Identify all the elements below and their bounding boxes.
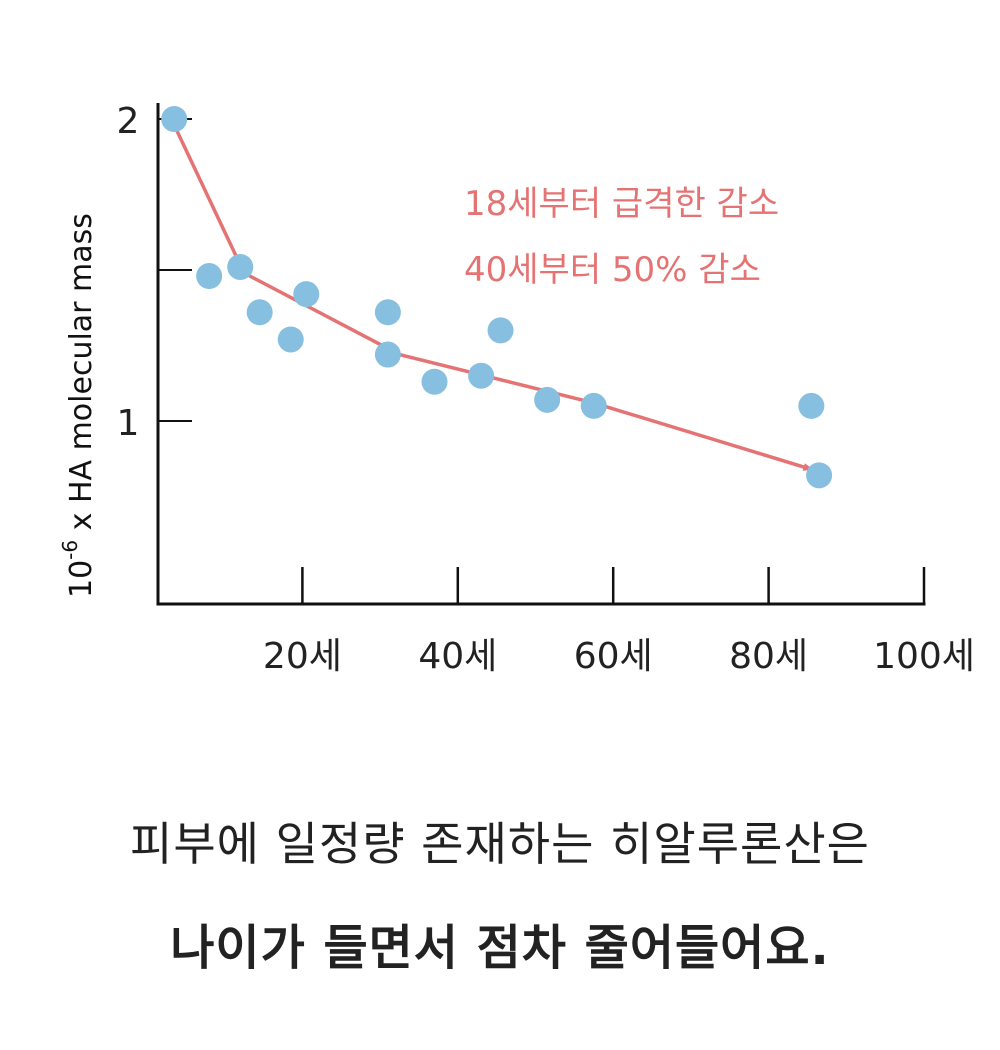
trend-line — [172, 124, 814, 471]
data-point — [468, 362, 495, 389]
chart: 20세 40세 60세 80세 100세 1 2 18세부터 급격한 감소 40세부터 50… — [58, 101, 975, 677]
data-point — [293, 281, 320, 308]
axes-layer — [156, 103, 926, 606]
y-tick-label: 1 — [117, 403, 140, 444]
data-point — [227, 253, 254, 280]
data-point — [806, 462, 833, 489]
y-axis-label: 10-6 x HA molecular mass — [58, 213, 99, 598]
x-tick-label: 20세 — [263, 636, 342, 677]
data-point — [487, 317, 514, 344]
caption-line-1: 피부에 일정량 존재하는 히알루론산은 — [130, 817, 870, 871]
y-axis-label-exponent: -6 — [58, 540, 82, 560]
labels-layer: 20세 40세 60세 80세 100세 1 2 — [117, 101, 975, 677]
data-point — [161, 106, 188, 132]
x-tick-label: 40세 — [418, 636, 497, 677]
data-point — [580, 392, 607, 419]
data-point — [534, 386, 561, 413]
data-point — [374, 341, 401, 368]
annotation-half-decline: 40세부터 50% 감소 — [464, 250, 761, 290]
data-point — [196, 263, 223, 290]
data-point — [798, 392, 825, 419]
x-tick-label: 60세 — [574, 636, 653, 677]
data-point — [246, 299, 273, 326]
points-layer — [161, 106, 833, 489]
data-point — [277, 326, 304, 353]
trend-layer — [169, 120, 814, 471]
annotation-rapid-decline: 18세부터 급격한 감소 — [464, 184, 779, 224]
x-tick-label: 80세 — [729, 636, 808, 677]
data-point — [421, 368, 448, 395]
x-tick-label: 100세 — [873, 636, 975, 677]
y-axis-label-base: 10 — [64, 560, 99, 598]
y-tick-label: 2 — [117, 101, 140, 142]
y-axis-label-text: x HA molecular mass — [64, 213, 99, 540]
caption-line-2: 나이가 들면서 점차 줄어들어요. — [170, 920, 830, 976]
data-point — [374, 299, 401, 326]
